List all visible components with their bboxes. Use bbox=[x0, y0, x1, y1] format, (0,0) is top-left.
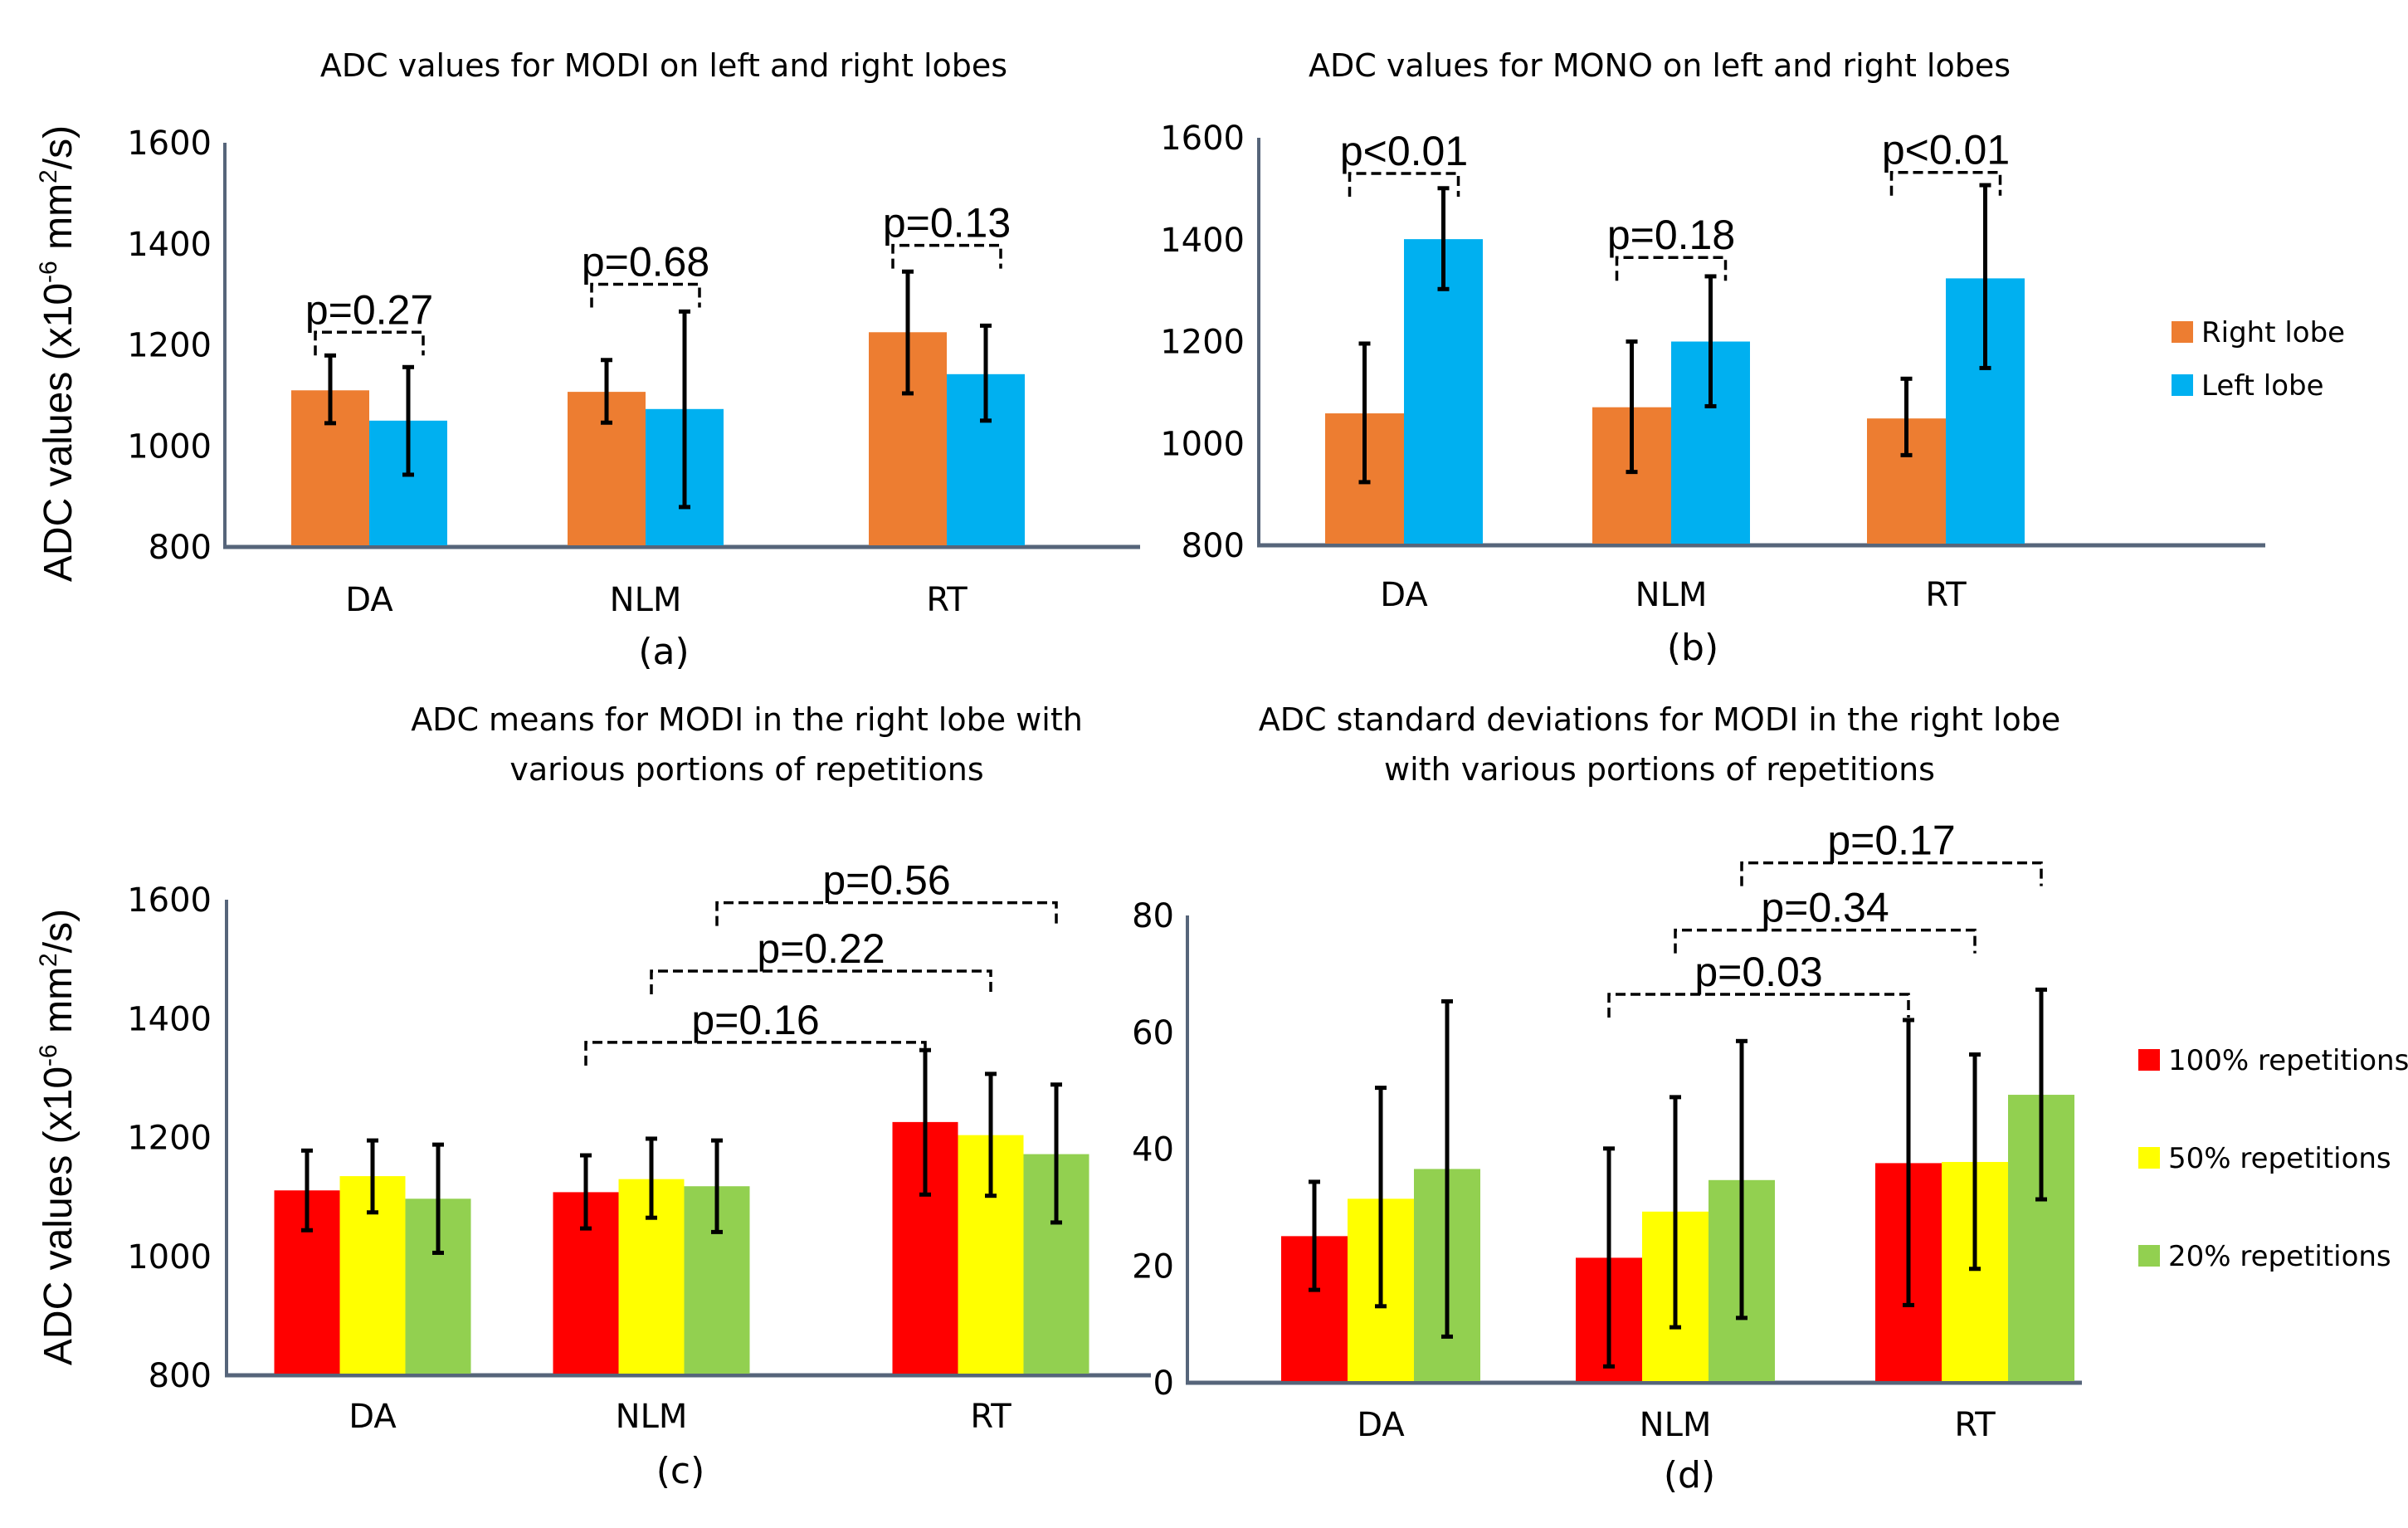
panel-a: ADC values for MODI on left and right lo… bbox=[35, 47, 1140, 673]
x-tick-label: NLM bbox=[1640, 1406, 1712, 1444]
significance-bracket bbox=[590, 282, 701, 308]
y-tick-label: 1200 bbox=[127, 1120, 212, 1158]
p-value-label: p<0.01 bbox=[1882, 127, 2010, 173]
legend-swatch bbox=[2138, 1245, 2160, 1267]
y-tick-label: 800 bbox=[149, 1357, 212, 1395]
y-axis-label-post: /s) bbox=[37, 909, 80, 953]
y-axis-label-sup2: 2 bbox=[35, 169, 62, 183]
panel-d: ADC standard deviations for MODI in the … bbox=[1132, 701, 2408, 1496]
x-tick-label: RT bbox=[1954, 1406, 1996, 1444]
significance-bracket bbox=[314, 330, 425, 356]
p-value-label: p=0.34 bbox=[1761, 885, 1889, 931]
y-axis-label-mid: mm bbox=[37, 183, 80, 261]
x-tick-label: RT bbox=[926, 581, 968, 619]
significance-bracket bbox=[584, 1041, 927, 1066]
p-value-label: p<0.01 bbox=[1340, 128, 1468, 174]
legend-swatch bbox=[2172, 374, 2193, 396]
y-tick-label: 20 bbox=[1132, 1247, 1174, 1286]
y-tick-label: 1400 bbox=[127, 1000, 212, 1038]
significance-bracket bbox=[1607, 993, 1910, 1018]
significance-bracket bbox=[650, 969, 992, 994]
chart-title-line: various portions of repetitions bbox=[509, 751, 983, 788]
y-tick-label: 0 bbox=[1153, 1364, 1174, 1403]
x-tick-label: DA bbox=[1380, 576, 1428, 614]
y-axis-label-sup2: 2 bbox=[35, 953, 62, 967]
significance-bracket bbox=[715, 901, 1058, 926]
y-axis-label: ADC values (x10-6 mm2/s) bbox=[35, 125, 80, 582]
legend-swatch bbox=[2172, 321, 2193, 343]
y-axis-label-pre: ADC values (x10 bbox=[37, 283, 80, 582]
y-tick-label: 1000 bbox=[1160, 425, 1245, 463]
x-tick-label: DA bbox=[1357, 1406, 1405, 1444]
p-value-label: p=0.68 bbox=[582, 238, 709, 285]
legend-label: Left lobe bbox=[2201, 369, 2324, 403]
y-tick-label: 800 bbox=[149, 529, 212, 567]
y-tick-label: 1000 bbox=[127, 427, 212, 466]
y-tick-label: 80 bbox=[1132, 897, 1174, 935]
legend-label: 20% repetitions bbox=[2168, 1240, 2391, 1273]
p-value-label: p=0.56 bbox=[822, 857, 950, 904]
subfigure-label: (d) bbox=[1664, 1454, 1715, 1496]
p-value-label: p=0.13 bbox=[883, 200, 1011, 247]
chart-title: ADC values for MODI on left and right lo… bbox=[320, 47, 1007, 84]
subfigure-label: (c) bbox=[656, 1450, 705, 1492]
x-tick-label: NLM bbox=[610, 581, 682, 619]
significance-bracket bbox=[891, 243, 1002, 269]
y-axis-label-sup1: -6 bbox=[35, 1044, 62, 1067]
legend-swatch bbox=[2138, 1147, 2160, 1169]
significance-bracket bbox=[1674, 928, 1977, 954]
y-tick-label: 1600 bbox=[1160, 120, 1245, 158]
y-tick-label: 60 bbox=[1132, 1014, 1174, 1052]
y-tick-label: 1200 bbox=[1160, 324, 1245, 362]
chart-title-line: ADC standard deviations for MODI in the … bbox=[1259, 701, 2060, 738]
panel-b: ADC values for MONO on left and right lo… bbox=[1160, 47, 2345, 669]
x-tick-label: DA bbox=[349, 1398, 397, 1436]
p-value-label: p=0.17 bbox=[1827, 818, 1955, 864]
legend-swatch bbox=[2138, 1049, 2160, 1071]
x-tick-label: NLM bbox=[1635, 576, 1708, 614]
panel-c: ADC means for MODI in the right lobe wit… bbox=[35, 701, 1151, 1492]
legend-label: 100% repetitions bbox=[2168, 1044, 2408, 1077]
x-tick-label: DA bbox=[345, 581, 393, 619]
y-tick-label: 1600 bbox=[127, 124, 212, 163]
significance-bracket bbox=[1889, 170, 2002, 196]
p-value-label: p=0.16 bbox=[691, 997, 819, 1043]
subfigure-label: (b) bbox=[1667, 627, 1718, 669]
significance-bracket bbox=[1615, 256, 1728, 281]
x-tick-label: NLM bbox=[616, 1398, 688, 1436]
chart-title: ADC values for MONO on left and right lo… bbox=[1309, 47, 2011, 84]
p-value-label: p=0.18 bbox=[1607, 212, 1735, 258]
y-tick-label: 1400 bbox=[127, 226, 212, 264]
significance-bracket bbox=[1740, 861, 2043, 886]
y-tick-label: 1000 bbox=[127, 1238, 212, 1277]
y-tick-label: 40 bbox=[1132, 1131, 1174, 1169]
p-value-label: p=0.22 bbox=[757, 925, 885, 972]
chart-title-line: with various portions of repetitions bbox=[1384, 751, 1935, 788]
y-axis-label-mid: mm bbox=[37, 967, 80, 1044]
y-axis-label-pre: ADC values (x10 bbox=[37, 1067, 80, 1365]
y-tick-label: 1200 bbox=[127, 327, 212, 365]
y-axis-label: ADC values (x10-6 mm2/s) bbox=[35, 909, 80, 1365]
p-value-label: p=0.27 bbox=[305, 286, 433, 333]
significance-bracket bbox=[1348, 172, 1460, 197]
x-tick-label: RT bbox=[1925, 576, 1967, 614]
chart-title-line: ADC means for MODI in the right lobe wit… bbox=[411, 701, 1083, 738]
y-tick-label: 1400 bbox=[1160, 222, 1245, 260]
legend-label: Right lobe bbox=[2201, 316, 2345, 349]
x-tick-label: RT bbox=[970, 1398, 1011, 1436]
y-axis-label-sup1: -6 bbox=[35, 261, 62, 283]
y-tick-label: 800 bbox=[1182, 527, 1245, 565]
p-value-label: p=0.03 bbox=[1694, 949, 1822, 995]
y-tick-label: 1600 bbox=[127, 881, 212, 920]
subfigure-label: (a) bbox=[638, 631, 689, 673]
legend-label: 50% repetitions bbox=[2168, 1142, 2391, 1175]
y-axis-label-post: /s) bbox=[37, 125, 80, 169]
